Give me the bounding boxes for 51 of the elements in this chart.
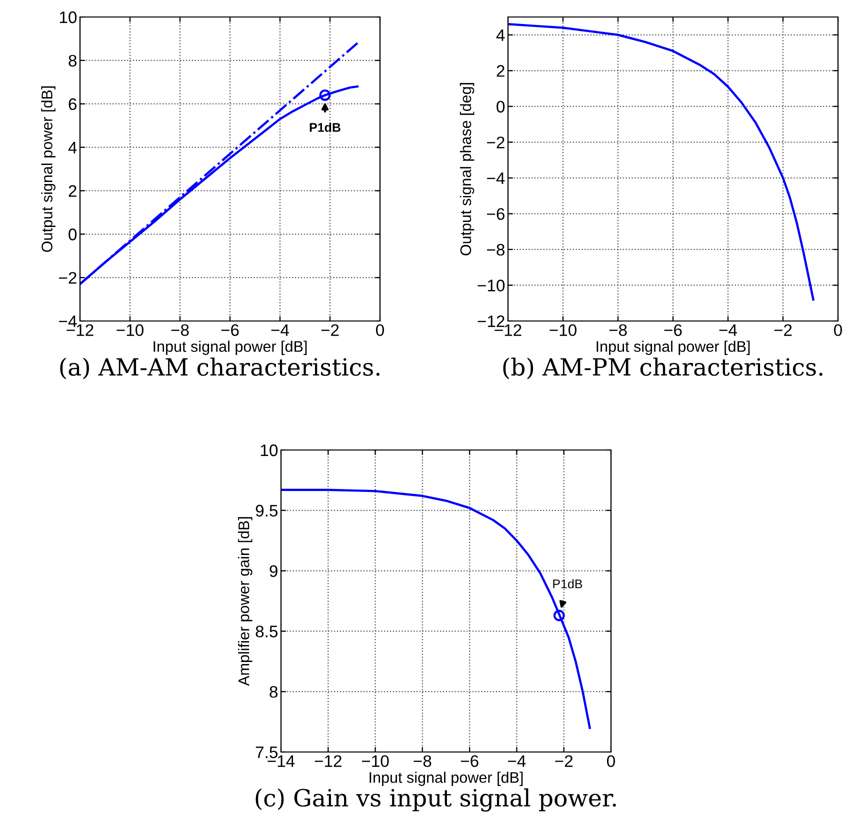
x-tick-label: −6 xyxy=(460,755,478,768)
y-tick-label: 2 xyxy=(68,185,76,197)
line-series xyxy=(281,488,591,729)
text: (a) AM-AM characteristics. xyxy=(60,358,380,380)
y-axis-title: Output signal phase [deg] xyxy=(460,83,474,256)
y-tick-label: −6 xyxy=(487,208,504,220)
y-tick-label: 0 xyxy=(68,228,77,240)
x-tick-label: −2 xyxy=(555,755,573,767)
y-tick-label: 4 xyxy=(496,29,505,41)
x-tick-label: 0 xyxy=(376,324,384,336)
y-tick-label: −4 xyxy=(487,172,505,184)
text: (c) Gain vs input signal power. xyxy=(256,788,616,812)
x-tick-label: −4 xyxy=(508,755,526,767)
x-tick-label: −12 xyxy=(314,755,342,767)
y-tick-label: 2 xyxy=(496,65,504,77)
y-tick-label: −2 xyxy=(59,272,76,284)
y-tick-label: 8 xyxy=(68,54,76,67)
annotation: P1dB xyxy=(553,579,582,588)
y-axis-title: Output signal power [dB] xyxy=(41,86,56,252)
x-axis-title: Input signal power [dB] xyxy=(596,340,750,355)
x-tick-label: −10 xyxy=(550,324,576,336)
x-tick-label: −8 xyxy=(609,324,627,336)
y-tick-label: 9.5 xyxy=(256,504,278,517)
x-tick-label: −8 xyxy=(414,755,432,768)
x-axis-title: Input signal power [dB] xyxy=(154,340,307,355)
y-tick-label: −10 xyxy=(478,280,505,292)
y-tick-label: 8.5 xyxy=(256,626,278,638)
y-tick-label: 9 xyxy=(270,565,278,578)
y-tick-label: 8 xyxy=(270,686,278,698)
y-tick-label: 4 xyxy=(68,142,77,154)
x-tick-label: −2 xyxy=(774,324,792,336)
x-tick-label: −8 xyxy=(171,324,189,336)
y-tick-label: 10 xyxy=(60,11,77,24)
y-tick-label: 6 xyxy=(68,98,76,110)
x-tick-label: 0 xyxy=(607,755,615,768)
x-tick-label: −6 xyxy=(664,324,682,336)
y-tick-label: −2 xyxy=(487,136,504,148)
y-axis-title: Amplifier power gain [dB] xyxy=(238,517,252,686)
x-axis-title: Input signal power [dB] xyxy=(370,772,523,786)
y-tick-label: 10 xyxy=(260,444,278,456)
y-tick-label: 0 xyxy=(496,100,505,113)
x-tick-label: −10 xyxy=(116,324,144,336)
annotation: P1dB xyxy=(310,122,340,132)
x-tick-label: −2 xyxy=(321,324,339,336)
y-tick-label: −8 xyxy=(487,244,504,256)
x-tick-label: −6 xyxy=(221,324,239,336)
x-tick-label: 0 xyxy=(834,324,842,336)
x-tick-label: −4 xyxy=(719,324,738,336)
x-tick-label: −10 xyxy=(362,755,389,768)
line-series xyxy=(508,23,814,301)
text: (b) AM-PM characteristics. xyxy=(503,358,822,380)
